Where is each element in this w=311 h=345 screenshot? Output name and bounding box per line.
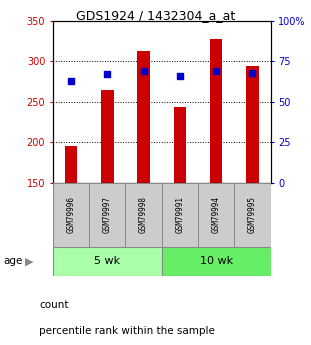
Text: 10 wk: 10 wk [200, 256, 233, 266]
Bar [89, 183, 125, 247]
Bar [162, 183, 198, 247]
Text: GSM79998: GSM79998 [139, 196, 148, 233]
Bar [234, 183, 271, 247]
Point [177, 73, 182, 79]
Text: percentile rank within the sample: percentile rank within the sample [39, 326, 215, 336]
Text: GDS1924 / 1432304_a_at: GDS1924 / 1432304_a_at [76, 9, 235, 22]
Bar [101, 90, 114, 183]
Bar [65, 146, 77, 183]
Bar [53, 183, 89, 247]
Text: GSM79996: GSM79996 [67, 196, 76, 233]
Bar [53, 247, 162, 276]
Point [105, 71, 110, 77]
Bar [210, 39, 222, 183]
Point [214, 68, 219, 74]
Text: GSM79991: GSM79991 [175, 196, 184, 233]
Text: GSM79997: GSM79997 [103, 196, 112, 233]
Bar [162, 247, 271, 276]
Bar [137, 51, 150, 183]
Point [250, 70, 255, 75]
Bar [125, 183, 162, 247]
Bar [198, 183, 234, 247]
Text: ▶: ▶ [25, 256, 34, 266]
Text: GSM79994: GSM79994 [212, 196, 220, 233]
Bar [246, 66, 259, 183]
Text: 5 wk: 5 wk [94, 256, 120, 266]
Point [68, 78, 73, 83]
Text: age: age [3, 256, 22, 266]
Point [141, 68, 146, 74]
Text: GSM79995: GSM79995 [248, 196, 257, 233]
Bar [174, 107, 186, 183]
Text: count: count [39, 300, 68, 310]
